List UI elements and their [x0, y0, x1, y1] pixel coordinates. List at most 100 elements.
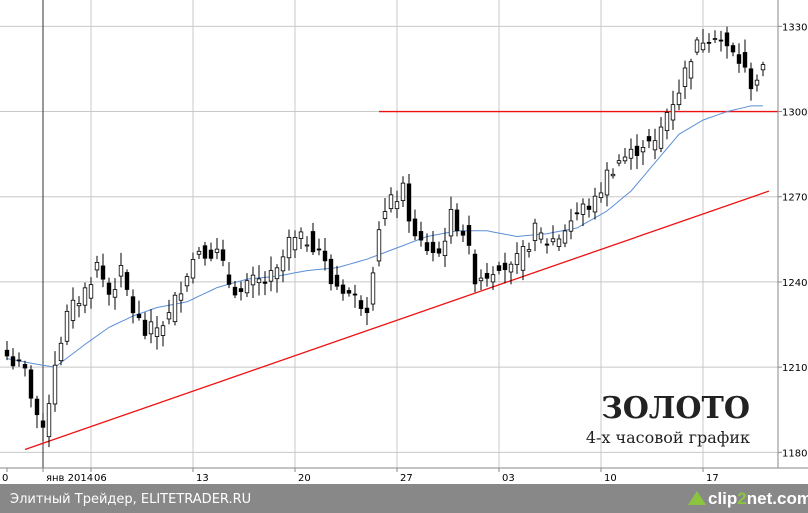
levels: [24, 110, 778, 451]
candle-body: [166, 312, 172, 320]
candle-body: [466, 225, 472, 246]
candle-body: [454, 209, 460, 232]
candle-body: [250, 274, 256, 286]
brand-prefix: clip: [708, 489, 737, 508]
candle-body: [724, 32, 730, 47]
x-ticks: 0 янв 2014 06 13 20 27 03 10 17: [2, 468, 719, 484]
candle-body: [214, 248, 220, 253]
candle-body: [520, 246, 526, 271]
candle-body: [82, 287, 88, 306]
candle-body: [160, 325, 166, 336]
candle-body: [406, 183, 412, 222]
candle-body: [712, 38, 718, 40]
x-tick-label: 10: [604, 473, 617, 484]
candle-body: [340, 284, 346, 294]
candle-body: [328, 258, 334, 285]
candle-body: [748, 68, 754, 90]
candle-body: [646, 136, 652, 142]
candle-body: [682, 67, 688, 87]
candle-body: [40, 420, 46, 428]
candle-body: [514, 253, 520, 266]
candle-body: [286, 236, 292, 259]
candle-body: [532, 222, 538, 241]
candle-body: [364, 307, 370, 314]
candle-body: [220, 249, 226, 261]
candle-body: [688, 61, 694, 79]
candle-body: [22, 364, 28, 369]
candle-body: [118, 265, 124, 277]
candle-body: [502, 262, 508, 271]
candle-body: [256, 278, 262, 284]
x-tick-label: янв 2014: [46, 473, 93, 484]
candle-body: [208, 249, 214, 259]
candle-body: [64, 310, 70, 342]
candle-body: [34, 398, 40, 416]
candle-body: [598, 192, 604, 199]
candle-body: [334, 274, 340, 287]
footer-bar: [0, 484, 808, 513]
candle-body: [418, 231, 424, 241]
candle-body: [226, 274, 232, 285]
y-tick-label: 1300: [782, 108, 807, 119]
candle-body: [148, 321, 154, 335]
y-tick-label: 1180: [782, 448, 807, 459]
candle-body: [526, 249, 532, 252]
candle-body: [46, 403, 52, 438]
footer-text: Элитный Трейдер, ELITETRADER.RU: [10, 492, 251, 507]
candle-body: [496, 265, 502, 271]
candle-body: [556, 238, 562, 247]
x-tick-label: 06: [94, 473, 107, 484]
candle-body: [76, 303, 82, 307]
x-tick-label: 0: [2, 473, 8, 484]
candle-body: [16, 359, 22, 362]
candle-body: [298, 231, 304, 239]
x-tick-label: 03: [502, 473, 515, 484]
x-tick-label: 27: [400, 473, 413, 484]
candle-body: [460, 230, 466, 236]
y-tick-label: 1270: [782, 193, 807, 204]
candle-body: [370, 272, 376, 305]
candle-body: [430, 241, 436, 253]
candle-body: [424, 242, 430, 252]
candle-body: [442, 240, 448, 257]
y-tick-label: 1330: [782, 22, 807, 33]
candle-body: [124, 272, 130, 290]
candle-body: [28, 369, 34, 399]
candle-body: [508, 263, 514, 273]
candle-body: [760, 64, 766, 71]
brand-number: 2: [737, 489, 746, 508]
candle-body: [484, 272, 490, 279]
candle-body: [142, 319, 148, 336]
y-tick-label: 1240: [782, 278, 807, 289]
candle-body: [664, 112, 670, 132]
brand-logo[interactable]: clip2net.com: [688, 489, 808, 508]
candle-body: [70, 299, 76, 321]
candle-body: [310, 231, 316, 253]
candle-body: [292, 237, 298, 251]
candle-body: [730, 45, 736, 53]
candle-body: [106, 282, 112, 295]
candle-body: [4, 349, 10, 357]
candle-body: [568, 220, 574, 232]
candle-body: [178, 293, 184, 301]
candle-body: [388, 194, 394, 210]
arrow-up-icon: [688, 491, 706, 505]
candle-body: [190, 259, 196, 279]
candle-body: [652, 140, 658, 151]
candle-body: [538, 232, 544, 240]
candle-body: [10, 356, 16, 367]
candle-body: [604, 169, 610, 196]
candle-body: [616, 160, 622, 164]
x-tick-label: 20: [298, 473, 311, 484]
brand-suffix: net.com: [747, 489, 808, 508]
candle-body: [304, 244, 310, 247]
candle-body: [58, 342, 64, 362]
candle-body: [622, 156, 628, 162]
candle-body: [736, 54, 742, 64]
candle-body: [412, 218, 418, 237]
chart-subtitle: 4-х часовой график: [586, 428, 750, 447]
candle-body: [94, 261, 100, 271]
candle-body: [700, 42, 706, 51]
candle-body: [478, 277, 484, 282]
